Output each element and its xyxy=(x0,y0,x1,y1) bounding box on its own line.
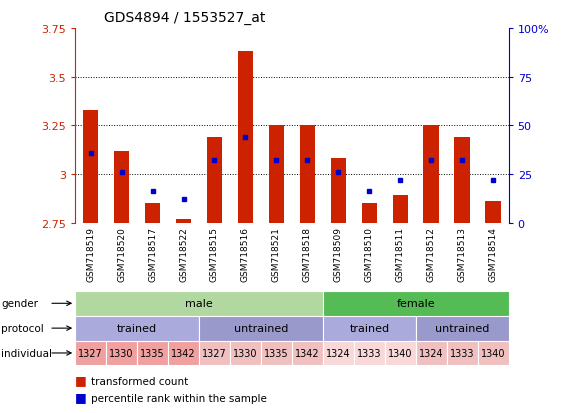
Bar xyxy=(83,110,98,223)
Bar xyxy=(292,341,323,366)
Text: GSM718510: GSM718510 xyxy=(365,226,374,281)
Text: GDS4894 / 1553527_at: GDS4894 / 1553527_at xyxy=(104,11,265,25)
Text: percentile rank within the sample: percentile rank within the sample xyxy=(91,393,267,403)
Text: female: female xyxy=(397,299,435,309)
Text: 1333: 1333 xyxy=(357,348,381,358)
Text: GSM718520: GSM718520 xyxy=(117,226,126,281)
Text: ■: ■ xyxy=(75,390,87,403)
Bar xyxy=(261,341,292,366)
Bar xyxy=(299,126,315,223)
Text: 1335: 1335 xyxy=(140,348,165,358)
Text: 1333: 1333 xyxy=(450,348,475,358)
Bar xyxy=(75,341,106,366)
Text: 1340: 1340 xyxy=(388,348,413,358)
Text: 1340: 1340 xyxy=(481,348,505,358)
Text: 1335: 1335 xyxy=(264,348,289,358)
Bar xyxy=(416,341,447,366)
Text: individual: individual xyxy=(1,348,52,358)
Text: GSM718519: GSM718519 xyxy=(86,226,95,281)
Text: gender: gender xyxy=(1,299,38,309)
Text: transformed count: transformed count xyxy=(91,376,188,386)
Text: GSM718522: GSM718522 xyxy=(179,226,188,281)
Text: GSM718512: GSM718512 xyxy=(427,226,436,281)
Text: untrained: untrained xyxy=(234,323,288,333)
Bar xyxy=(207,138,222,223)
Text: 1330: 1330 xyxy=(233,348,258,358)
Bar xyxy=(137,341,168,366)
Text: 1324: 1324 xyxy=(326,348,351,358)
Bar xyxy=(447,341,477,366)
Text: untrained: untrained xyxy=(435,323,490,333)
Text: male: male xyxy=(185,299,213,309)
Text: 1342: 1342 xyxy=(171,348,196,358)
Text: trained: trained xyxy=(117,323,157,333)
Bar xyxy=(114,151,129,223)
Bar xyxy=(385,341,416,366)
Bar xyxy=(230,341,261,366)
Text: GSM718515: GSM718515 xyxy=(210,226,219,281)
Bar xyxy=(331,159,346,223)
Text: 1342: 1342 xyxy=(295,348,320,358)
Bar xyxy=(486,202,501,223)
Text: GSM718509: GSM718509 xyxy=(334,226,343,281)
Bar xyxy=(269,126,284,223)
Bar xyxy=(75,291,323,316)
Text: GSM718517: GSM718517 xyxy=(148,226,157,281)
Bar xyxy=(238,52,253,223)
Bar xyxy=(168,341,199,366)
Text: 1324: 1324 xyxy=(419,348,443,358)
Bar xyxy=(354,341,385,366)
Bar xyxy=(323,341,354,366)
Bar xyxy=(424,126,439,223)
Bar xyxy=(75,316,199,341)
Text: 1327: 1327 xyxy=(202,348,227,358)
Bar xyxy=(454,138,470,223)
Text: GSM718518: GSM718518 xyxy=(303,226,312,281)
Bar xyxy=(477,341,509,366)
Bar xyxy=(416,316,509,341)
Bar xyxy=(145,204,160,223)
Bar xyxy=(106,341,137,366)
Bar xyxy=(199,341,230,366)
Text: GSM718521: GSM718521 xyxy=(272,226,281,281)
Text: ■: ■ xyxy=(75,373,87,386)
Text: 1327: 1327 xyxy=(78,348,103,358)
Bar xyxy=(199,316,323,341)
Text: 1330: 1330 xyxy=(109,348,134,358)
Text: protocol: protocol xyxy=(1,323,44,333)
Text: GSM718513: GSM718513 xyxy=(458,226,466,281)
Text: GSM718514: GSM718514 xyxy=(488,226,498,281)
Bar xyxy=(323,291,509,316)
Text: GSM718516: GSM718516 xyxy=(241,226,250,281)
Bar xyxy=(392,196,408,223)
Text: trained: trained xyxy=(349,323,390,333)
Bar xyxy=(176,219,191,223)
Text: GSM718511: GSM718511 xyxy=(396,226,405,281)
Bar xyxy=(323,316,416,341)
Bar xyxy=(362,204,377,223)
